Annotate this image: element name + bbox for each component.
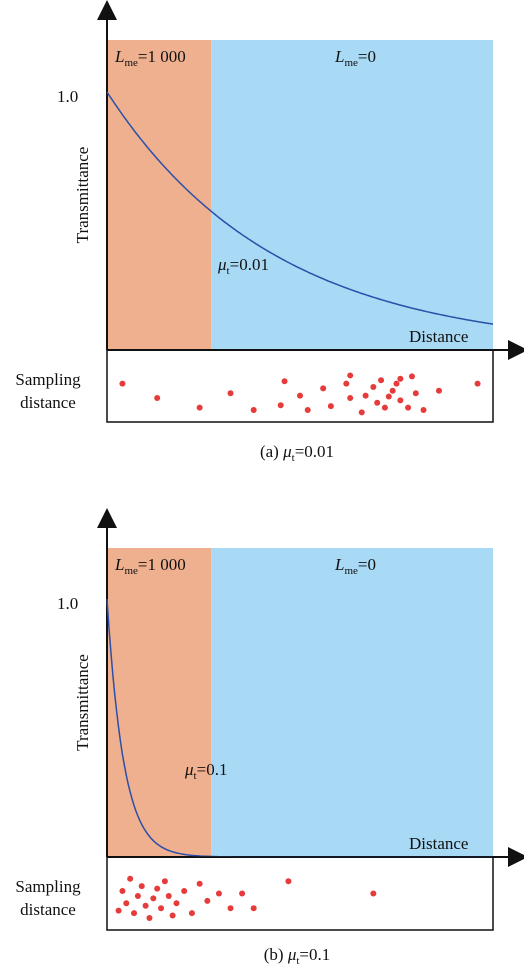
- sample-point: [378, 377, 385, 384]
- sample-point: [285, 878, 292, 885]
- panel-b: Lme=1 000 Lme=0 1.0 μt=0.1 Distance Transmitt…: [15, 508, 524, 965]
- sample-point: [397, 375, 404, 382]
- sampling-label-line2: distance: [20, 900, 76, 919]
- sample-point: [165, 892, 172, 899]
- curve-label: μt=0.01: [217, 255, 269, 277]
- region-left: [107, 40, 212, 350]
- sample-point: [181, 888, 188, 895]
- sample-point: [250, 407, 257, 413]
- sample-point: [227, 905, 234, 912]
- y-axis-label: Transmittance: [73, 654, 92, 751]
- sample-point: [277, 402, 284, 409]
- sample-point: [358, 409, 365, 416]
- sample-point: [134, 892, 141, 899]
- region-left-label: Lme=1 000: [114, 555, 186, 577]
- sample-point: [408, 373, 415, 380]
- panel-caption: (a) μt=0.01: [260, 442, 334, 464]
- sample-point: [250, 905, 257, 912]
- sample-point: [435, 387, 442, 394]
- sample-point: [374, 399, 381, 406]
- sample-point: [173, 900, 180, 907]
- sampling-label-line1: Sampling: [15, 877, 81, 896]
- sample-point: [215, 890, 222, 897]
- x-axis-label: Distance: [409, 327, 468, 346]
- sample-point: [362, 392, 369, 399]
- curve-label: μt=0.1: [184, 760, 227, 782]
- region-right-label: Lme=0: [334, 47, 376, 69]
- sample-point: [119, 888, 126, 895]
- sample-point: [320, 385, 327, 392]
- sample-point: [405, 404, 412, 411]
- sample-point: [196, 404, 203, 411]
- sample-point: [385, 393, 392, 400]
- sample-point: [347, 372, 354, 379]
- sampling-label-line2: distance: [20, 393, 76, 412]
- sample-point: [204, 897, 211, 904]
- sample-point: [227, 390, 234, 397]
- sample-point: [119, 380, 126, 387]
- sample-point: [154, 395, 161, 401]
- x-axis-label: Distance: [409, 834, 468, 853]
- region-left: [107, 548, 212, 857]
- sample-point: [123, 900, 130, 907]
- sample-point: [370, 890, 377, 897]
- sample-point: [327, 403, 334, 410]
- region-right: [211, 548, 493, 857]
- sample-point: [127, 875, 134, 882]
- sample-point: [412, 390, 419, 397]
- sample-point: [304, 407, 311, 413]
- sample-point: [188, 910, 195, 917]
- y-tick-1: 1.0: [57, 594, 78, 613]
- sampling-box: [106, 856, 494, 931]
- sample-point: [381, 404, 388, 411]
- sample-point: [154, 885, 161, 892]
- sample-point: [397, 397, 404, 404]
- sample-point: [474, 380, 481, 387]
- sample-point: [169, 912, 176, 919]
- panel-caption: (b) μt=0.1: [264, 945, 331, 965]
- sampling-label-line1: Sampling: [15, 370, 81, 389]
- sample-point: [393, 380, 400, 387]
- sample-point: [281, 378, 288, 385]
- sample-point: [161, 878, 168, 885]
- sample-point: [343, 380, 350, 387]
- sample-point: [239, 890, 246, 897]
- y-axis-label: Transmittance: [73, 147, 92, 244]
- sample-point: [297, 392, 303, 399]
- sampling-box: [106, 349, 494, 423]
- sample-point: [142, 902, 149, 909]
- region-right: [211, 40, 493, 350]
- sample-point: [347, 395, 354, 401]
- sample-point: [389, 387, 396, 394]
- sample-point: [158, 905, 165, 912]
- region-left-label: Lme=1 000: [114, 47, 186, 69]
- sample-point: [138, 883, 145, 890]
- sample-point: [131, 910, 138, 917]
- sample-point: [420, 407, 427, 413]
- y-tick-1: 1.0: [57, 87, 78, 106]
- sample-point: [370, 383, 377, 390]
- panel-a: Lme=1 000 Lme=0 1.0 μt=0.01 Distance Transmit…: [15, 0, 524, 464]
- sample-point: [115, 907, 122, 914]
- sample-point: [196, 880, 203, 887]
- region-right-label: Lme=0: [334, 555, 376, 577]
- sample-point: [146, 915, 153, 921]
- sample-point: [150, 895, 157, 902]
- transmittance-curve: [106, 91, 494, 325]
